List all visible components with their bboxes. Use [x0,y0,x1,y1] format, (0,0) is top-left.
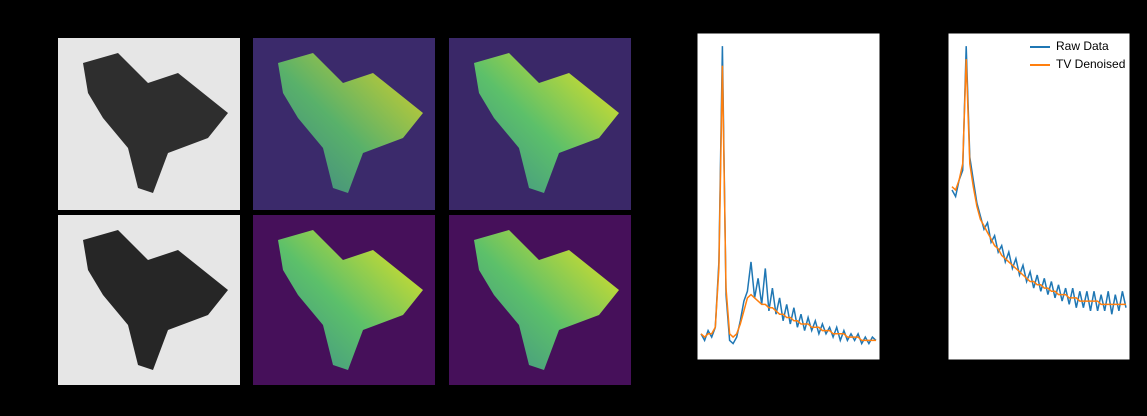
line-series [700,65,876,342]
image-panel [449,38,631,210]
legend-label: Raw Data [1056,39,1109,53]
line-series [700,46,877,346]
line-series [951,59,1126,306]
line-series [951,46,1127,315]
image-panel [253,215,435,385]
plot-area [947,32,1131,361]
image-panel [253,38,435,210]
image-panel [58,38,240,210]
legend-label: TV Denoised [1056,57,1125,71]
image-panel [58,215,240,385]
image-panel [449,215,631,385]
